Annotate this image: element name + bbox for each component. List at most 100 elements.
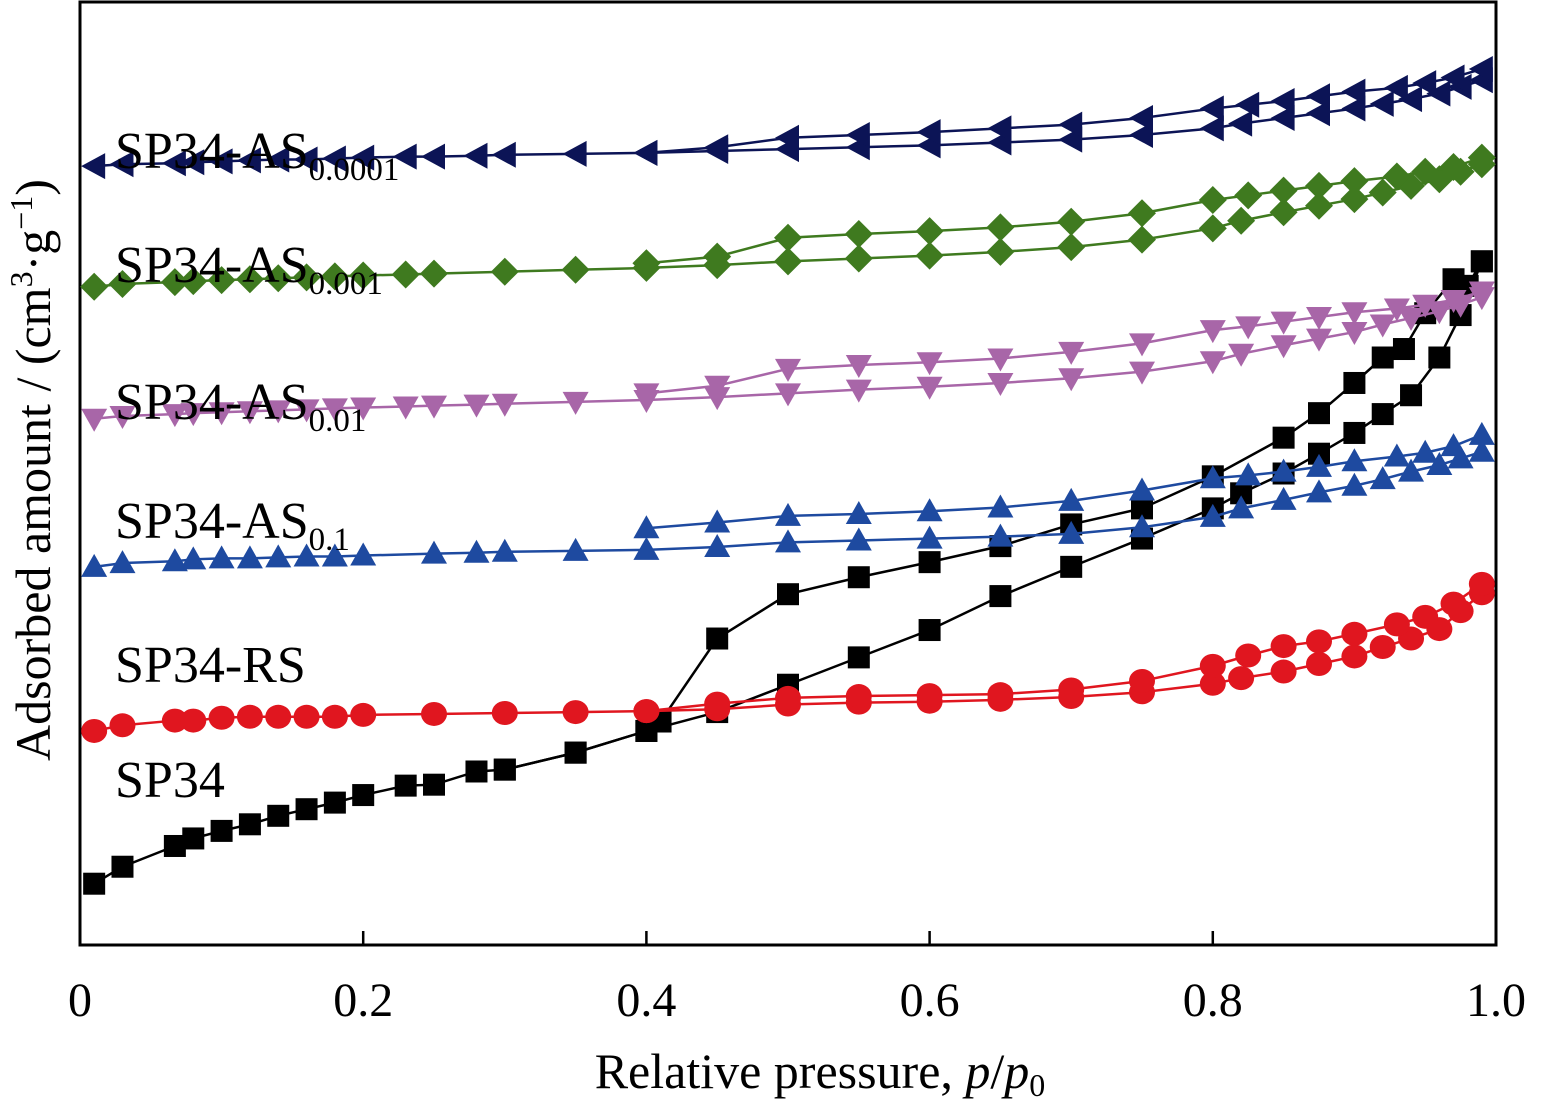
adsorption-point: [109, 550, 136, 574]
desorption-point: [775, 124, 799, 151]
adsorption-line: [93, 260, 1484, 885]
desorption-point: [845, 121, 870, 148]
series-label-main: SP34-AS: [115, 374, 309, 431]
adsorption-point: [208, 402, 235, 426]
y-axis-title-text: Adsorbed amount / (cm: [5, 287, 61, 761]
adsorption-point: [987, 523, 1014, 547]
desorption-point: [1440, 433, 1467, 457]
desorption-point: [1129, 477, 1155, 501]
adsorption-point: [562, 537, 589, 561]
desorption-point: [1440, 591, 1467, 616]
adsorption-point: [1058, 368, 1085, 392]
desorption-point: [986, 213, 1015, 242]
desorption-point: [845, 501, 872, 525]
series-sp34-rs: [81, 571, 1495, 743]
desorption-point: [1306, 629, 1332, 654]
adsorption-point: [161, 548, 188, 572]
x-tick-label: 0.6: [900, 974, 960, 1027]
desorption-point: [1058, 487, 1085, 511]
desorption-point: [1412, 439, 1439, 463]
adsorption-point: [1341, 472, 1368, 496]
adsorption-point: [160, 268, 189, 297]
series-sp34-as0-0001: [81, 55, 1493, 180]
adsorption-point: [463, 394, 490, 418]
adsorption-point: [491, 393, 518, 417]
adsorption-point: [352, 784, 375, 807]
desorption-point: [1392, 338, 1415, 361]
adsorption-point: [267, 804, 290, 827]
desorption-point: [1199, 653, 1226, 678]
desorption-point: [704, 509, 731, 533]
adsorption-point: [109, 405, 136, 429]
adsorption-point: [350, 144, 375, 171]
y-axis-title: Adsorbed amount / (cm3·g−1): [3, 179, 61, 761]
adsorption-point: [1270, 335, 1297, 359]
adsorption-point: [236, 147, 261, 174]
desorption-point: [1411, 157, 1440, 186]
adsorption-point: [210, 819, 233, 842]
desorption-point: [1371, 346, 1394, 369]
series-sp34-as0-01: [81, 281, 1495, 432]
adsorption-point: [321, 145, 346, 172]
adsorption-point: [1306, 651, 1332, 676]
desorption-point: [1341, 448, 1368, 472]
adsorption-point: [1371, 403, 1394, 426]
adsorption-point: [1199, 115, 1224, 142]
adsorption-point: [293, 146, 318, 173]
series-label: SP34-AS0.1: [115, 493, 350, 558]
desorption-point: [916, 119, 941, 146]
desorption-point: [1343, 371, 1366, 394]
series-label-subscript: 0.01: [309, 403, 367, 439]
desorption-point: [1057, 207, 1086, 236]
desorption-point: [916, 683, 943, 708]
desorption-point: [1468, 281, 1495, 305]
desorption-point: [1199, 465, 1226, 489]
adsorption-point: [83, 872, 106, 895]
desorption-point: [915, 217, 944, 246]
adsorption-point: [1228, 666, 1255, 691]
adsorption-point: [238, 813, 261, 836]
adsorption-point: [180, 546, 207, 570]
adsorption-point: [265, 146, 290, 173]
desorption-point: [493, 758, 516, 781]
desorption-point: [635, 719, 658, 742]
adsorption-point: [1198, 214, 1227, 243]
series-labels-layer: SP34SP34-RSSP34-AS0.1SP34-AS0.01SP34-AS0…: [115, 123, 399, 809]
adsorption-point: [81, 553, 108, 577]
desorption-point: [706, 627, 729, 650]
adsorption-point: [916, 525, 943, 549]
series-label-main: SP34-AS: [115, 123, 309, 180]
desorption-point: [1412, 604, 1439, 629]
adsorption-point: [1270, 659, 1297, 684]
adsorption-point: [491, 538, 518, 562]
adsorption-point: [465, 760, 488, 783]
adsorption-point: [350, 397, 377, 421]
adsorption-point: [562, 140, 587, 167]
adsorption-point: [421, 143, 445, 170]
desorption-point: [1440, 64, 1465, 91]
adsorption-point: [491, 701, 518, 726]
adsorption-point: [235, 265, 264, 294]
series-label-main: SP34-AS: [115, 493, 309, 550]
adsorption-point: [986, 237, 1015, 266]
adsorption-point: [1199, 503, 1226, 527]
adsorption-point: [349, 261, 378, 290]
adsorption-point: [293, 399, 320, 423]
desorption-point: [1129, 668, 1155, 693]
x-axis-slash: /: [990, 1043, 1004, 1099]
adsorption-point: [109, 713, 136, 738]
adsorption-point: [207, 266, 236, 295]
series-label: SP34-RS: [115, 637, 306, 694]
adsorption-point: [845, 527, 872, 551]
desorption-point: [704, 375, 731, 399]
desorption-point: [774, 223, 802, 252]
adsorption-point: [421, 395, 447, 419]
y-axis-mid: ·g: [5, 230, 61, 272]
adsorption-point: [1228, 343, 1255, 367]
desorption-point: [1383, 74, 1408, 101]
adsorption-point: [1058, 520, 1085, 544]
desorption-point: [1270, 458, 1297, 482]
adsorption-point: [420, 259, 448, 288]
adsorption-point: [845, 379, 872, 403]
adsorption-point: [236, 545, 263, 569]
